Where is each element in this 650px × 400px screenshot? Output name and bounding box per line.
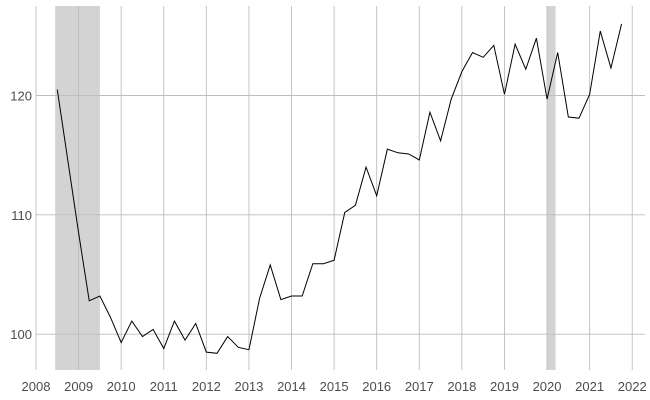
series-line-1: [56, 23, 623, 354]
x-tick-label: 2022: [618, 379, 647, 394]
x-tick-label: 2012: [192, 379, 221, 394]
recession-shading: [55, 6, 556, 370]
x-tick-label: 2017: [405, 379, 434, 394]
y-tick-label: 100: [10, 327, 32, 342]
x-tick-label: 2020: [533, 379, 562, 394]
x-tick-label: 2015: [320, 379, 349, 394]
x-tick-label: 2011: [150, 379, 178, 394]
gridlines: [35, 6, 645, 370]
y-tick-label: 120: [10, 89, 32, 104]
shaded-period-2: [547, 6, 556, 370]
series-line-group: [56, 23, 623, 354]
x-tick-label: 2021: [575, 379, 604, 394]
x-tick-label: 2008: [22, 379, 51, 394]
y-axis-tick-labels: 100 110 120: [10, 89, 32, 343]
x-axis-tick-labels: 2008 2009 2010 2011 2012 2013 2014 2015 2016 2017…: [22, 379, 647, 394]
x-tick-label: 2014: [277, 379, 306, 394]
x-tick-label: 2018: [447, 379, 476, 394]
x-tick-label: 2016: [362, 379, 391, 394]
x-tick-label: 2010: [107, 379, 136, 394]
x-tick-label: 2009: [64, 379, 93, 394]
x-tick-label: 2013: [234, 379, 263, 394]
x-tick-label: 2019: [490, 379, 519, 394]
shaded-period-1: [55, 6, 100, 370]
y-tick-label: 110: [11, 208, 32, 223]
